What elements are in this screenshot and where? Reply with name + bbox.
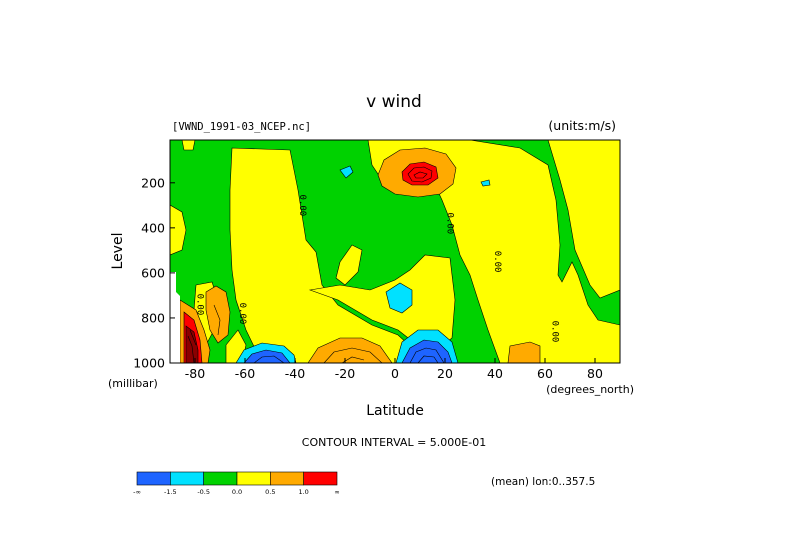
colorbar-swatch <box>136 471 171 486</box>
contour-label: 0.00 <box>195 294 205 316</box>
mean-longitude-label: (mean) lon:0..357.5 <box>491 476 595 488</box>
fill-darkred-left-edge <box>185 325 199 363</box>
contour-label: 0.00 <box>237 303 247 325</box>
x-tick-label: 60 <box>537 366 553 381</box>
colorbar-label: -0.5 <box>197 488 210 496</box>
x-tick-label: -40 <box>285 366 305 381</box>
colorbar-label: -1.5 <box>164 488 177 496</box>
y-tick-label: 600 <box>141 265 165 280</box>
colorbar-label: 1.0 <box>298 488 308 496</box>
fill-yellow-topleft <box>181 140 196 151</box>
contour-label-group: 0.00 0.00 0.00 0.00 0.00 0.00 <box>195 194 560 342</box>
x-tick-label: -60 <box>235 366 255 381</box>
fill-orange-bottom-right <box>507 341 541 363</box>
colorbar-label: ∞ <box>334 488 339 496</box>
colorbar-swatch <box>236 471 271 486</box>
contour-label: 0.00 <box>550 321 560 343</box>
contour-lines-red-max <box>407 166 433 183</box>
y-axis-label: Level <box>110 233 126 270</box>
plot-area: 0.00 0.00 0.00 0.00 0.00 0.00 <box>170 140 620 363</box>
colorbar: -∞ -1.5 -0.5 0.0 0.5 1.0 ∞ <box>133 471 340 496</box>
fill-blue-bottom-center <box>401 339 453 363</box>
fill-orange-bottom-mid <box>307 337 393 363</box>
x-tick-label: -80 <box>185 366 205 381</box>
contour-label: 0.00 <box>445 212 455 234</box>
dataset-label: [VWND_1991-03_NCEP.nc] <box>172 121 311 133</box>
colorbar-label: -∞ <box>133 488 141 496</box>
contour-label: 0.00 <box>492 251 502 273</box>
x-axis-label: Latitude <box>366 403 424 419</box>
fill-cyan-mid <box>385 282 413 314</box>
contour-label: 0.00 <box>297 194 307 216</box>
y-tick-label: 200 <box>141 175 165 190</box>
colorbar-label: 0.0 <box>232 488 242 496</box>
contour-lines-left-edge <box>187 304 221 363</box>
x-units-label: (degrees_north) <box>546 383 634 396</box>
contour-lines-blue-core <box>253 347 445 363</box>
x-tick-label: -20 <box>335 366 355 381</box>
chart-title: v wind <box>366 92 422 112</box>
y-tick-label: 1000 <box>133 356 165 371</box>
x-tick-label: 0 <box>391 366 399 381</box>
y-tick-label: 800 <box>141 310 165 325</box>
y-tick-label: 400 <box>141 220 165 235</box>
colorbar-swatch <box>170 471 204 486</box>
fill-yellow-right-upper <box>547 140 620 299</box>
fill-cyan-small-b <box>480 179 491 187</box>
colorbar-swatch <box>303 471 338 486</box>
units-label: (units:m/s) <box>548 118 616 133</box>
contour-interval-label: CONTOUR INTERVAL = 5.000E-01 <box>302 436 486 449</box>
x-tick-label: 80 <box>587 366 603 381</box>
x-tick-label: 20 <box>437 366 453 381</box>
fill-cyan-small-a <box>339 165 354 179</box>
y-units-label: (millibar) <box>108 377 158 390</box>
y-axis: 200 400 600 800 1000 <box>133 175 175 371</box>
x-axis: -80 -60 -40 -20 0 20 40 60 80 <box>185 358 603 381</box>
x-tick-label: 40 <box>487 366 503 381</box>
colorbar-swatch <box>270 471 304 486</box>
colorbar-label: 0.5 <box>265 488 275 496</box>
fill-yellow-left-edge <box>170 204 187 256</box>
fill-yellow-blob-a <box>335 244 363 286</box>
colorbar-swatch <box>203 471 238 486</box>
